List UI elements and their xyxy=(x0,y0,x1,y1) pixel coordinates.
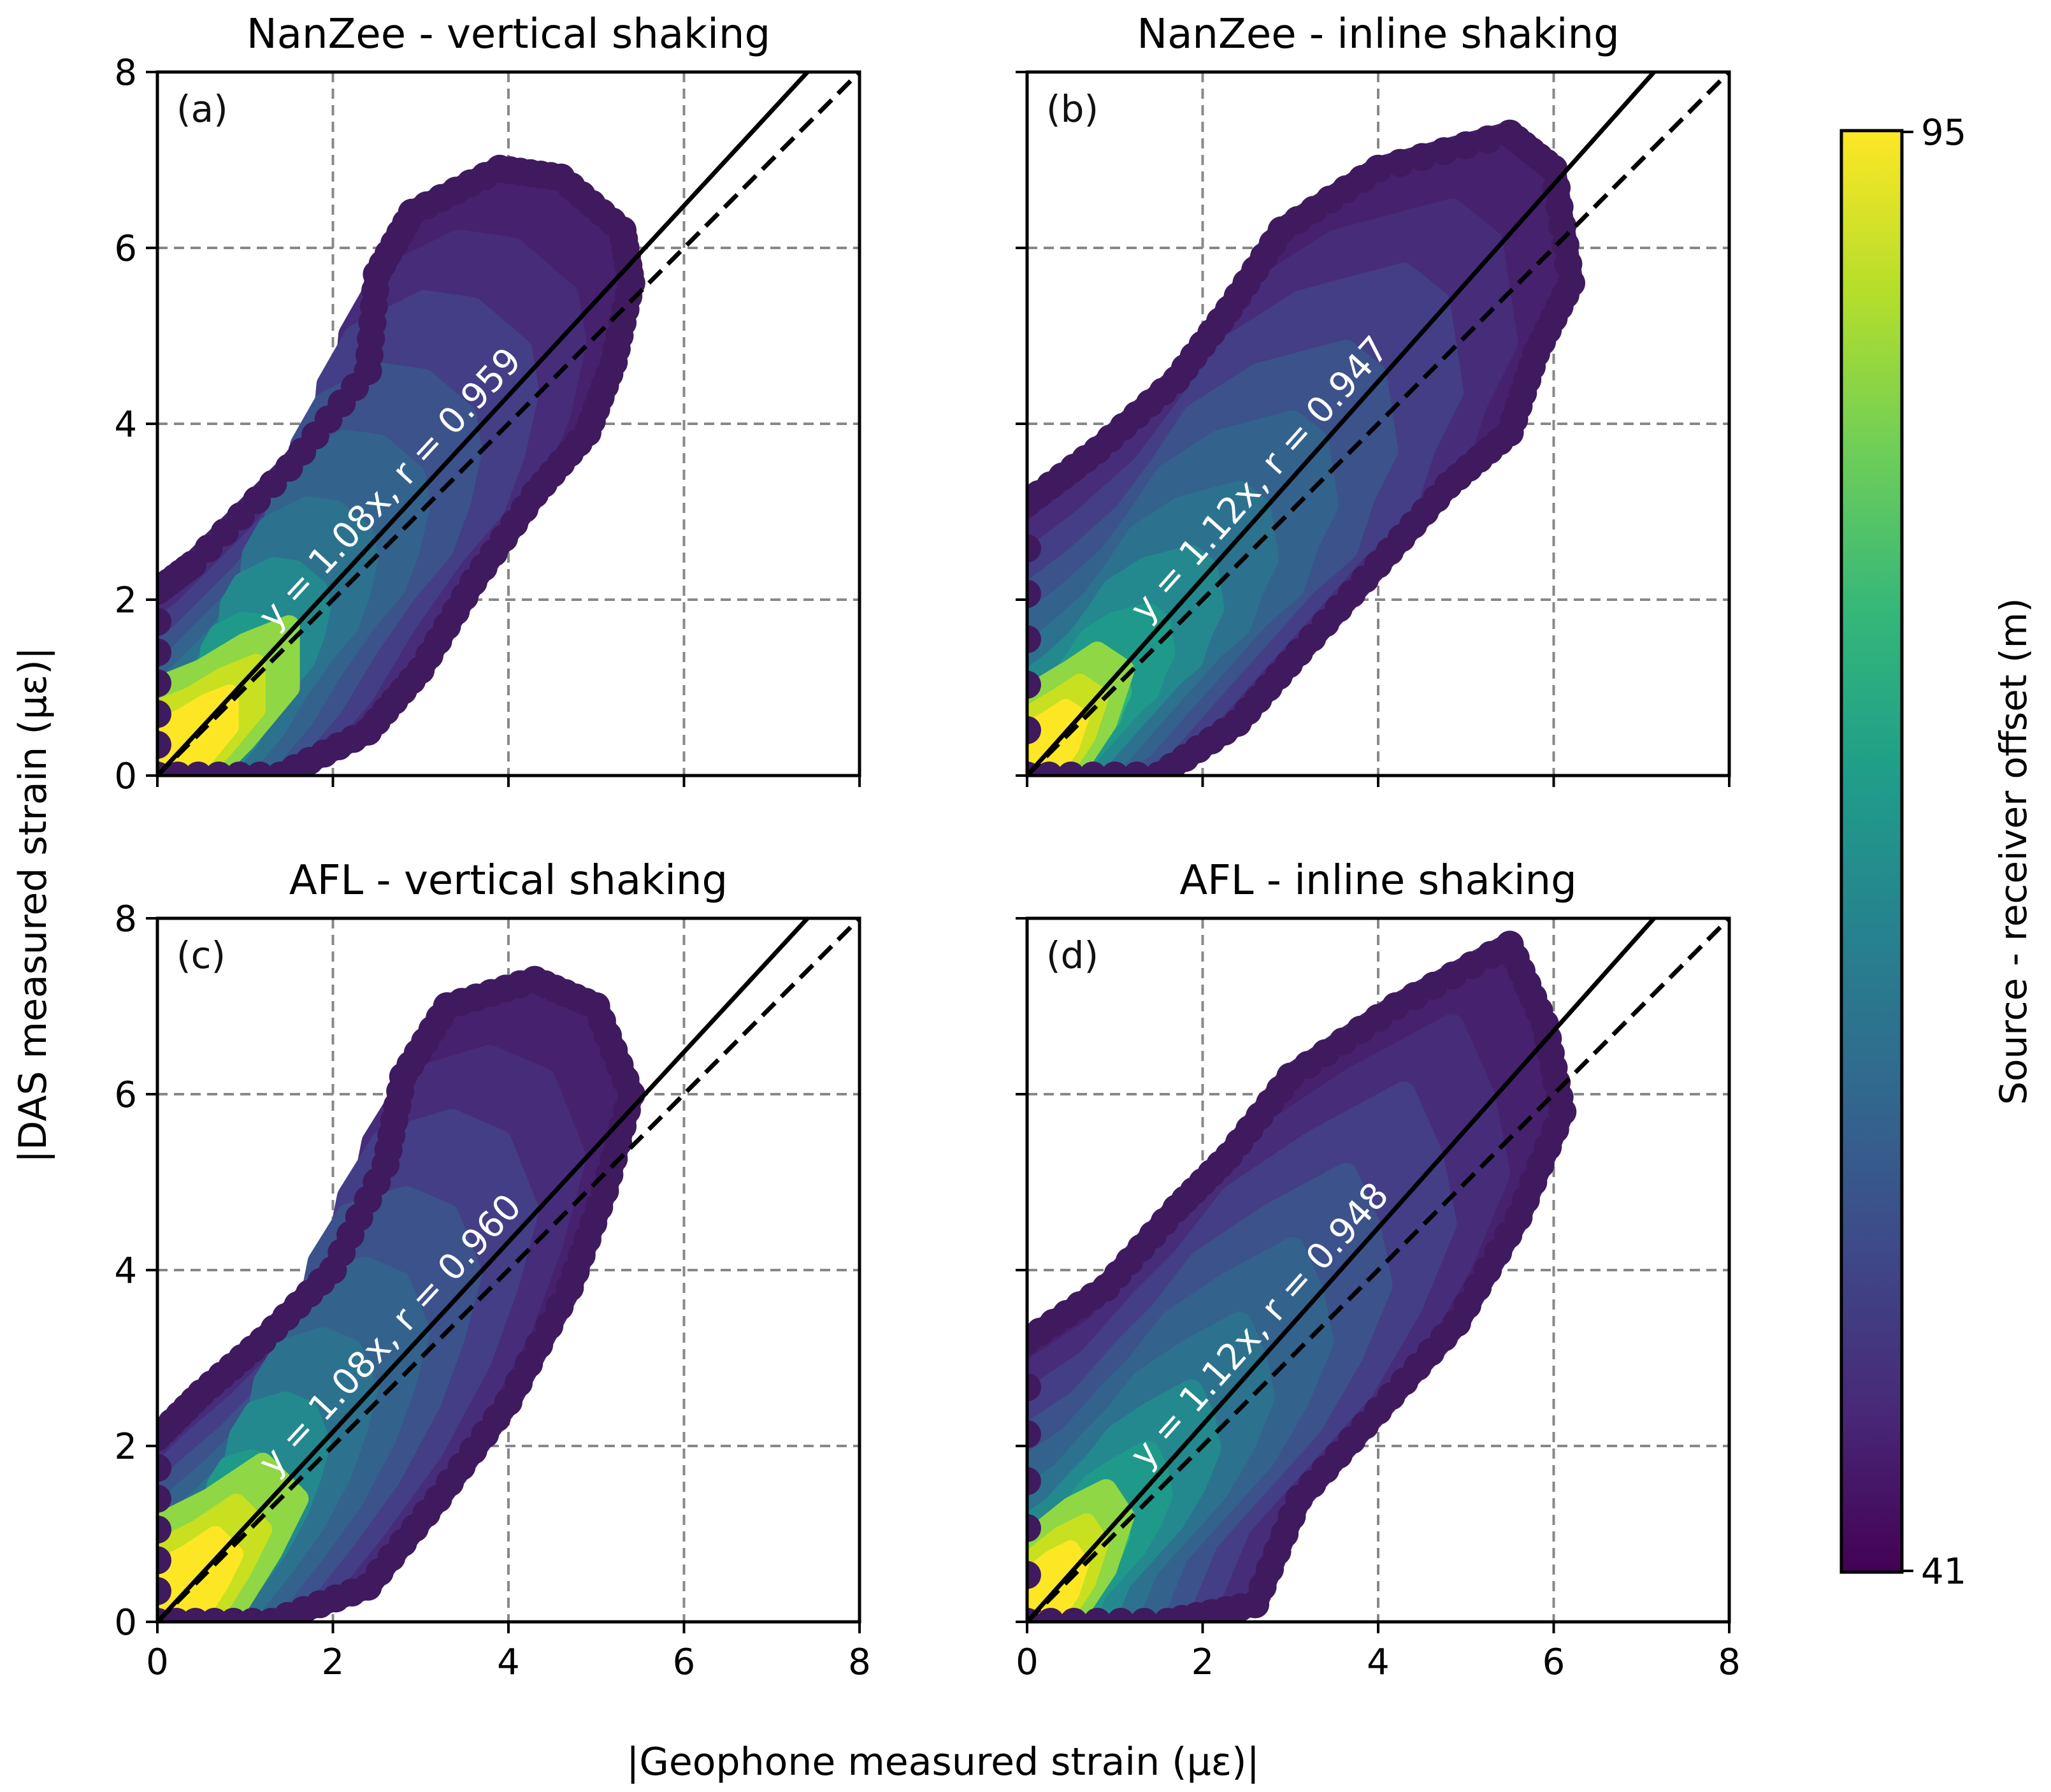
y-tick-label: 8 xyxy=(114,52,137,94)
scatter-point xyxy=(1027,1373,1041,1401)
x-tick-label: 8 xyxy=(1718,1642,1741,1683)
one-to-one-line xyxy=(157,918,860,1622)
reference-lines xyxy=(157,72,860,776)
scatter-point xyxy=(1123,762,1151,776)
colorbar-title: Source - receiver offset (m) xyxy=(1992,598,2035,1105)
scatter-point xyxy=(157,669,171,698)
x-tick-label: 6 xyxy=(673,1642,696,1683)
scatter-point xyxy=(1027,579,1041,608)
ticks: 00 2 2 4 4 6 6 8 8 xyxy=(114,899,870,1683)
colorbar-max-label: 95 xyxy=(1921,112,1966,154)
scatter-point xyxy=(1027,1467,1041,1496)
colorbar-min-label: 41 xyxy=(1921,1551,1966,1593)
one-to-one-line xyxy=(1027,918,1729,1622)
scatter-point xyxy=(1036,1608,1065,1622)
scatter-point xyxy=(1079,762,1107,776)
panel-label: (b) xyxy=(1046,87,1098,131)
scatter-point xyxy=(1130,1608,1158,1622)
scatter-point xyxy=(157,1484,171,1513)
ticks: 0 2 4 6 8 xyxy=(114,52,861,797)
panel-title: AFL - vertical shaking xyxy=(289,857,728,904)
scatter-point xyxy=(1060,1608,1088,1622)
panel-title: AFL - inline shaking xyxy=(1179,857,1576,904)
x-tick-label: 8 xyxy=(848,1642,871,1683)
scatter-point xyxy=(1451,131,1480,159)
scatter-point xyxy=(1153,1608,1182,1622)
ticks xyxy=(1016,71,1731,787)
scatter-point xyxy=(1027,1561,1041,1589)
scatter-point xyxy=(1027,625,1041,654)
scatter-point xyxy=(1083,1608,1112,1622)
scatter-point xyxy=(157,1515,171,1544)
x-tick-label: 2 xyxy=(322,1642,345,1683)
x-tick-label: 4 xyxy=(497,1642,520,1683)
fit-line xyxy=(157,918,809,1622)
reference-lines xyxy=(1027,72,1729,776)
scatter-point xyxy=(1430,137,1458,166)
scatter-point xyxy=(157,607,171,636)
scatter-point xyxy=(157,1454,171,1482)
scatter-point xyxy=(157,700,171,728)
x-tick-label: 0 xyxy=(1016,1642,1039,1683)
scatter-point xyxy=(1027,534,1041,563)
reference-lines xyxy=(1027,918,1729,1622)
scatter-point xyxy=(1100,762,1129,776)
scatter-cloud xyxy=(1027,930,1577,1622)
fit-line xyxy=(157,72,809,776)
one-to-one-line xyxy=(1027,72,1729,776)
fit-line xyxy=(1027,72,1656,776)
scatter-point xyxy=(1027,716,1041,744)
scatter-point xyxy=(1027,670,1041,699)
y-tick-label: 8 xyxy=(114,899,137,940)
y-tick-label: 4 xyxy=(114,404,137,445)
panel-label: (a) xyxy=(176,87,228,131)
scatter-point xyxy=(1144,762,1173,776)
y-tick-label: 6 xyxy=(114,228,137,270)
scatter-point xyxy=(157,1546,171,1575)
y-tick-label: 6 xyxy=(114,1074,137,1116)
reference-lines xyxy=(157,918,860,1622)
scatter-point xyxy=(1035,762,1063,776)
x-tick-label: 4 xyxy=(1367,1642,1390,1683)
scatter-point xyxy=(1407,143,1436,171)
x-tick-label: 2 xyxy=(1191,1642,1214,1683)
scatter-point xyxy=(1027,1420,1041,1449)
panel-title: NanZee - vertical shaking xyxy=(247,11,770,58)
scatter-point xyxy=(157,730,171,759)
one-to-one-line xyxy=(157,72,860,776)
ticks: 0 2 4 6 8 xyxy=(1016,917,1741,1683)
panel-title: NanZee - inline shaking xyxy=(1137,11,1619,58)
fit-line xyxy=(1027,918,1656,1622)
scatter-point xyxy=(157,638,171,667)
colorbar: 95 41 Source - receiver offset (m) xyxy=(1839,112,2035,1593)
scatter-point xyxy=(1027,1514,1041,1542)
scatter-point xyxy=(1056,762,1085,776)
panel-label: (d) xyxy=(1046,934,1098,977)
y-tick-label: 2 xyxy=(114,580,137,621)
scatter-point xyxy=(157,1577,171,1605)
scatter-point xyxy=(1386,148,1414,177)
y-tick-label: 4 xyxy=(114,1250,137,1292)
y-tick-label: 0 xyxy=(114,756,137,797)
scatter-cloud xyxy=(1027,119,1586,776)
scatter-cloud xyxy=(157,154,645,776)
scatter-point xyxy=(1364,154,1392,183)
panel-label: (c) xyxy=(176,934,226,977)
x-tick-label: 6 xyxy=(1543,1642,1565,1683)
y-axis-label: |DAS measured strain (με)| xyxy=(11,647,55,1163)
scatter-cloud xyxy=(157,965,645,1622)
colorbar-bar xyxy=(1839,129,1904,1574)
scatter-point xyxy=(1474,125,1502,154)
x-tick-label: 0 xyxy=(146,1642,169,1683)
y-tick-label: 2 xyxy=(114,1426,137,1468)
scatter-point xyxy=(1106,1608,1135,1622)
x-axis-label: |Geophone measured strain (με)| xyxy=(626,1740,1260,1784)
y-tick-label: 0 xyxy=(114,1602,137,1644)
